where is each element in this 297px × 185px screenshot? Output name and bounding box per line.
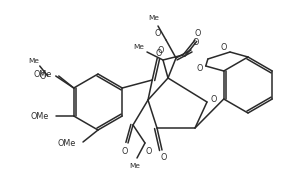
Text: Me: Me bbox=[148, 15, 159, 21]
Text: OMe: OMe bbox=[58, 139, 76, 149]
Text: OMe: OMe bbox=[34, 70, 52, 78]
Text: O: O bbox=[197, 63, 203, 73]
Text: Me: Me bbox=[134, 44, 144, 50]
Text: O: O bbox=[161, 154, 167, 162]
Text: Me: Me bbox=[129, 163, 140, 169]
Text: O: O bbox=[155, 28, 161, 38]
Text: O: O bbox=[122, 147, 128, 157]
Text: OMe: OMe bbox=[31, 112, 49, 120]
Text: O: O bbox=[195, 28, 201, 38]
Text: O: O bbox=[211, 95, 217, 103]
Text: O: O bbox=[157, 46, 163, 55]
Text: O: O bbox=[146, 147, 152, 156]
Text: O: O bbox=[156, 48, 162, 58]
Text: O: O bbox=[193, 38, 199, 46]
Text: O: O bbox=[40, 71, 46, 80]
Text: O: O bbox=[221, 43, 227, 51]
Text: Me: Me bbox=[28, 58, 39, 64]
